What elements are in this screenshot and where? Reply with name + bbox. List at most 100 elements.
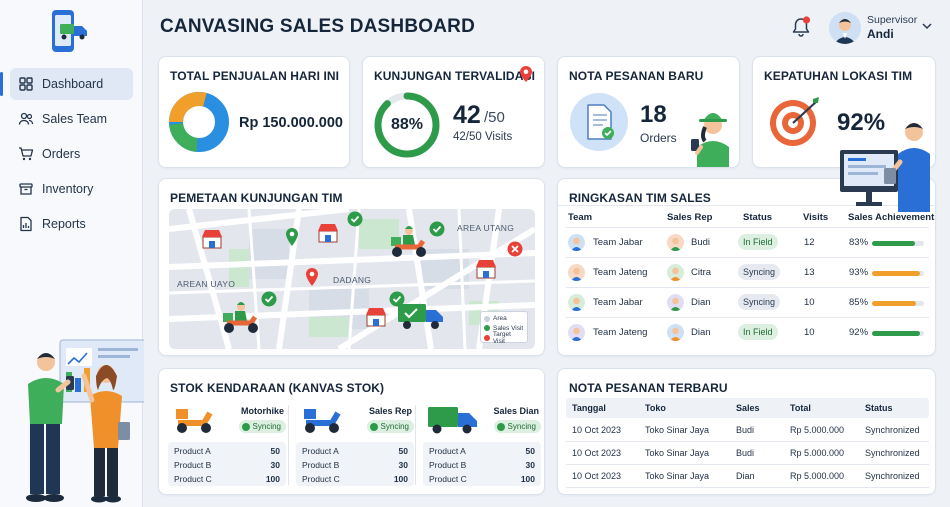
- person-avatar-icon: [571, 327, 582, 341]
- stock-row: Product A 50: [429, 446, 535, 456]
- kpi-card-total-sales: TOTAL PENJUALAN HARI INI Rp 150.000.000: [158, 56, 350, 168]
- user-role: Supervisor: [867, 14, 918, 26]
- status-badge: Syncing: [738, 294, 781, 310]
- store-icon[interactable]: [201, 229, 223, 249]
- sales-team-summary-card: RINGKASAN TIM SALES Team Sales Rep Statu…: [557, 178, 937, 356]
- visits-count: 12: [804, 237, 815, 248]
- table-row[interactable]: Team Jabar Dian Syncing 10 85%: [566, 287, 929, 317]
- rep-avatar: [667, 294, 684, 311]
- product-name: Product B: [429, 460, 467, 470]
- visits-count: 10: [804, 297, 815, 308]
- sidebar: Dashboard Sales Team Orders Inventory Re…: [0, 0, 144, 507]
- sidebar-item-dashboard[interactable]: Dashboard: [0, 68, 133, 100]
- cart-icon: [19, 147, 34, 161]
- column-header-visits: Visits: [803, 212, 829, 223]
- product-qty: 50: [270, 446, 280, 456]
- sidebar-item-reports[interactable]: Reports: [10, 208, 133, 240]
- table-row[interactable]: 10 Oct 2023 Toko Sinar Jaya Budi Rp 5.00…: [566, 419, 929, 442]
- order-store: Toko Sinar Jaya: [645, 448, 710, 458]
- orders-table-header: Tanggal Toko Sales Total Status: [566, 398, 929, 418]
- sidebar-item-inventory[interactable]: Inventory: [10, 173, 133, 205]
- sales-donut-icon: [169, 92, 229, 152]
- achievement-bar: [872, 271, 924, 276]
- chevron-down-icon[interactable]: [922, 22, 932, 30]
- product-name: Product C: [429, 474, 467, 484]
- product-qty: 100: [393, 474, 408, 484]
- sidebar-item-label: Orders: [42, 147, 81, 161]
- column-header-status: Status: [743, 212, 773, 223]
- product-name: Product A: [429, 446, 466, 456]
- product-name: Product C: [174, 474, 212, 484]
- store-icon[interactable]: [475, 259, 497, 279]
- page-title: CANVASING SALES DASHBOARD: [160, 16, 476, 37]
- scooter-icon: [304, 409, 341, 433]
- map-legend: Area Sales Visit Target Visit: [480, 311, 528, 345]
- achievement-percent: 93%: [849, 267, 869, 278]
- product-name: Product A: [302, 446, 339, 456]
- visits-progress-ring: [374, 92, 440, 158]
- status-badge: In Field: [738, 234, 778, 250]
- column-header-date: Tanggal: [572, 403, 606, 413]
- store-icon[interactable]: [317, 223, 339, 243]
- product-qty: 30: [525, 460, 535, 470]
- sidebar-item-sales-team[interactable]: Sales Team: [10, 103, 133, 135]
- person-avatar-icon: [571, 267, 582, 281]
- legend-sales-visit: Sales Visit: [493, 324, 524, 332]
- team-avatar: [568, 264, 585, 281]
- person-avatar-icon: [571, 297, 582, 311]
- achievement-percent: 85%: [849, 297, 869, 308]
- check-circle-icon: [369, 422, 378, 431]
- status-badge: Syncing: [738, 264, 781, 280]
- column-header-sales-rep: Sales Rep: [667, 212, 713, 223]
- legend-target-visit: Target Visit: [492, 330, 511, 345]
- delivery-truck-icon[interactable]: [397, 301, 445, 331]
- column-header-sales: Sales: [736, 403, 760, 413]
- team-name: Team Jabar: [593, 297, 643, 308]
- order-total: Rp 5.000.000: [790, 471, 845, 481]
- table-row[interactable]: 10 Oct 2023 Toko Sinar Jaya Dian Rp 5.00…: [566, 465, 929, 488]
- location-compliance-value: 92%: [837, 109, 886, 136]
- product-qty: 100: [265, 474, 280, 484]
- user-avatar[interactable]: [829, 12, 861, 44]
- stock-list: Product A 50 Product B 30 Product C 100: [296, 442, 414, 486]
- notification-bell-icon[interactable]: [791, 16, 811, 38]
- sidebar-item-orders[interactable]: Orders: [10, 138, 133, 170]
- check-circle-icon: [389, 291, 405, 307]
- status-badge: In Field: [738, 324, 778, 340]
- sync-status-badge: Syncing: [366, 420, 414, 433]
- team-name: Team Jabar: [593, 237, 643, 248]
- latest-orders-card: NOTA PESANAN TERBARU Tanggal Toko Sales …: [557, 368, 936, 495]
- visit-map[interactable]: AREA UTANG AREAN UAYO DADANG Area Sales …: [169, 209, 535, 349]
- table-row[interactable]: Team Jateng Citra Syncing 13 93%: [566, 257, 929, 287]
- vehicle-stock-card: STOK KENDARAAN (KANVAS STOK) Motorhike S…: [158, 368, 545, 495]
- stock-row: Product B 30: [174, 460, 280, 470]
- column-divider: [415, 405, 416, 485]
- sales-people-illustration-icon: [26, 339, 144, 503]
- document-icon: [570, 93, 628, 151]
- check-circle-icon: [261, 291, 277, 307]
- vehicle-stock-column: Sales Dian Syncing Product A 50 Product …: [423, 401, 541, 489]
- green-pin-icon[interactable]: [285, 227, 299, 247]
- vehicle-name: Motorhike: [240, 406, 284, 416]
- report-icon: [20, 216, 32, 232]
- product-qty: 50: [525, 446, 535, 456]
- red-pin-icon[interactable]: [305, 267, 319, 287]
- order-sales: Dian: [736, 471, 755, 481]
- sync-status-badge: Syncing: [493, 420, 541, 433]
- team-name: Team Jateng: [593, 267, 648, 278]
- map-label-area-utang: AREA UTANG: [457, 223, 515, 233]
- sales-rep-name: Citra: [691, 267, 712, 278]
- column-header-status: Status: [865, 403, 893, 413]
- table-row[interactable]: Team Jateng Dian In Field 10 92%: [566, 317, 929, 347]
- person-avatar-icon: [670, 297, 681, 311]
- achievement-percent: 83%: [849, 237, 869, 248]
- scooter-rider-icon[interactable]: [389, 225, 429, 259]
- order-total: Rp 5.000.000: [790, 448, 845, 458]
- product-name: Product C: [302, 474, 340, 484]
- store-icon[interactable]: [365, 307, 387, 327]
- check-circle-icon: [496, 422, 505, 431]
- table-row[interactable]: Team Jabar Budi In Field 12 83%: [566, 227, 929, 257]
- scooter-rider-icon[interactable]: [221, 301, 261, 335]
- order-date: 10 Oct 2023: [572, 425, 622, 435]
- table-row[interactable]: 10 Oct 2023 Toko Sinar Jaya Budi Rp 5.00…: [566, 442, 929, 465]
